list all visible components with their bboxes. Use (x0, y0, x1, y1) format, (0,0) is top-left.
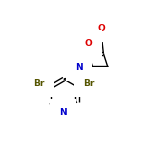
Text: N: N (59, 108, 67, 117)
Text: N: N (75, 63, 83, 72)
Text: O: O (98, 24, 106, 33)
Text: O: O (85, 39, 92, 48)
Text: Br: Br (33, 79, 45, 88)
Text: Br: Br (83, 79, 94, 88)
Text: O: O (93, 76, 100, 86)
